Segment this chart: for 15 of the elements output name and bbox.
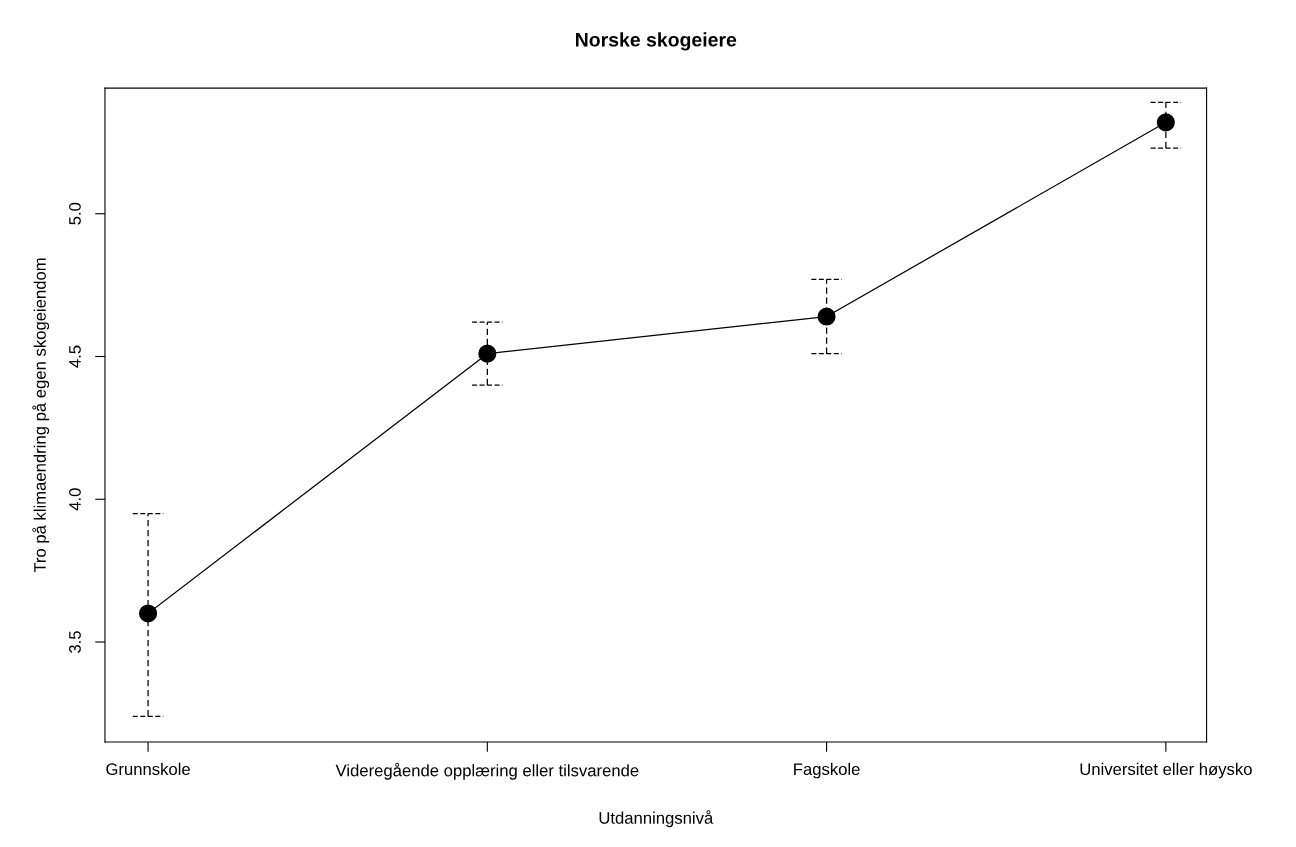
y-axis-title: Tro på klimaendring på egen skogeiendom xyxy=(32,258,50,573)
y-tick-label: 4.0 xyxy=(69,488,81,511)
point xyxy=(478,344,497,363)
x-axis-title: Utdanningsnivå xyxy=(599,810,714,828)
x-tick-label: Fagskole xyxy=(794,762,860,779)
point xyxy=(139,604,158,623)
y-tick-label: 3.5 xyxy=(69,631,81,653)
y-tick-label: 5.0 xyxy=(69,202,81,225)
y-tick-label: 4.5 xyxy=(69,345,81,368)
point xyxy=(1156,113,1175,132)
x-tick-label: Videregående opplæring eller tilsvarende xyxy=(335,762,639,780)
x-tick-label: Grunnskole xyxy=(106,762,190,776)
point xyxy=(817,307,836,326)
x-tick-label: Universitet eller høysko xyxy=(1080,762,1252,779)
chart-title: Norske skogeiere xyxy=(576,32,737,51)
